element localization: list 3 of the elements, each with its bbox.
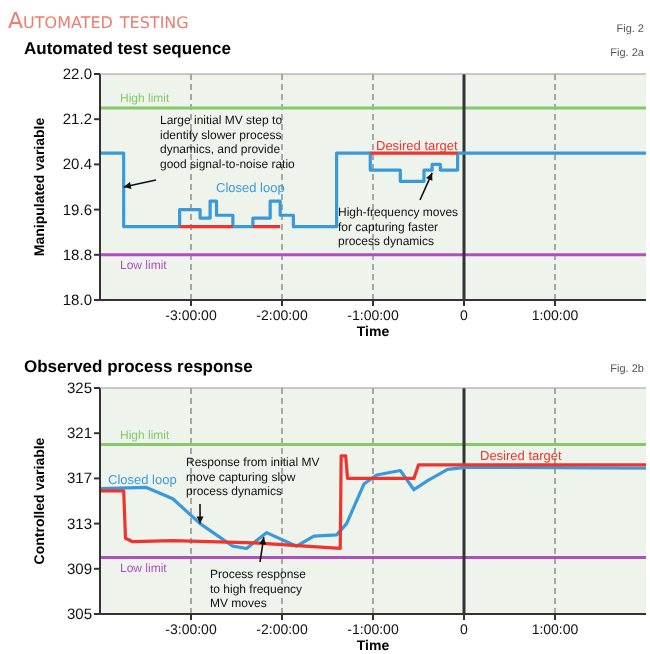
chart-title: Observed process response — [24, 356, 254, 376]
chart-title: Automated test sequence — [24, 38, 232, 58]
text: Automated testing — [8, 8, 189, 34]
